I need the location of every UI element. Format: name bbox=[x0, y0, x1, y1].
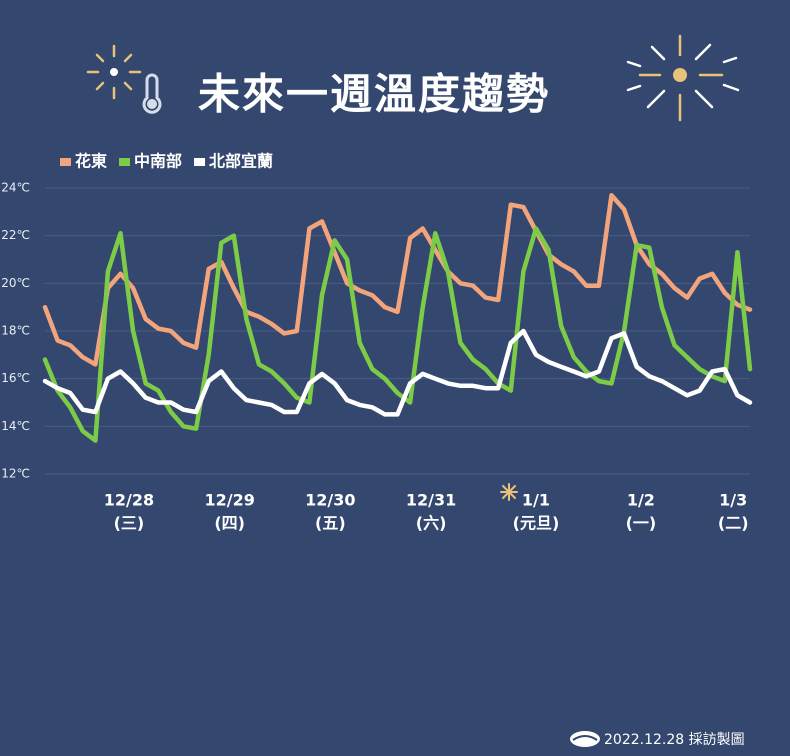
x-tick-label: 1/1 bbox=[522, 491, 550, 510]
legend-swatch bbox=[60, 158, 71, 166]
sun-icon-left bbox=[86, 44, 142, 100]
legend-label: 中南部 bbox=[134, 152, 182, 171]
new-year-icon bbox=[500, 483, 518, 501]
legend-label: 花東 bbox=[75, 152, 107, 171]
y-tick-label: 24℃ bbox=[1, 181, 30, 195]
x-tick-label: 1/2 bbox=[627, 491, 655, 510]
plot-area: 12℃ 14℃ 16℃ 18℃ 20℃ 22℃ 24℃ 12/28 (三) 12/29 (四) 12/… bbox=[1, 181, 753, 533]
logo bbox=[570, 731, 600, 747]
y-tick-label: 14℃ bbox=[1, 419, 30, 433]
series-line bbox=[42, 192, 753, 367]
chart-title: 未來一週溫度趨勢 bbox=[198, 70, 550, 119]
series-line bbox=[42, 226, 753, 443]
series-line bbox=[42, 328, 753, 417]
x-tick-sublabel: (六) bbox=[416, 514, 447, 533]
x-tick-sublabel: (四) bbox=[214, 514, 245, 533]
x-tick-label: 1/3 bbox=[719, 491, 747, 510]
sun-icon-right bbox=[626, 34, 740, 122]
x-tick-label: 12/28 bbox=[104, 491, 154, 510]
x-tick-sublabel: (五) bbox=[315, 514, 346, 533]
y-tick-label: 18℃ bbox=[1, 324, 30, 338]
x-tick-label: 12/31 bbox=[406, 491, 456, 510]
x-tick-sublabel: (元旦) bbox=[513, 514, 560, 533]
x-tick-label: 12/29 bbox=[204, 491, 254, 510]
y-tick-label: 20℃ bbox=[1, 276, 30, 290]
x-tick-sublabel: (二) bbox=[718, 514, 749, 533]
legend: 花東 中南部 北部宜蘭 bbox=[60, 152, 273, 171]
y-tick-label: 22℃ bbox=[1, 228, 30, 242]
legend-label: 北部宜蘭 bbox=[209, 152, 273, 171]
thermometer-icon bbox=[142, 73, 162, 114]
legend-swatch bbox=[194, 158, 206, 166]
y-tick-label: 12℃ bbox=[1, 467, 30, 481]
x-tick-sublabel: (三) bbox=[114, 514, 145, 533]
y-tick-label: 16℃ bbox=[1, 371, 30, 385]
footer: 2022.12.28 採訪製圖 bbox=[604, 732, 745, 748]
legend-swatch bbox=[119, 158, 131, 166]
x-tick-sublabel: (一) bbox=[626, 514, 657, 533]
x-tick-label: 12/30 bbox=[305, 491, 355, 510]
